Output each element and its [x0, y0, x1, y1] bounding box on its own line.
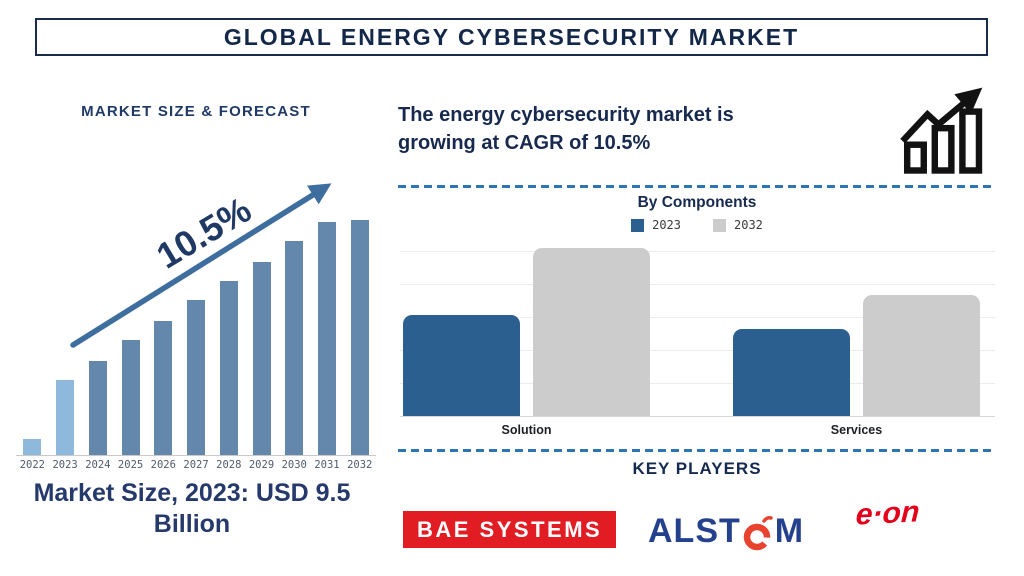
components-category-label-services: Services	[830, 423, 883, 437]
components-category-label-solution: Solution	[501, 423, 552, 437]
forecast-chart: 10.5% 2022 2023 2024 2025 2026 2027 2028 2029 20…	[16, 150, 376, 480]
forecast-bar-2027	[187, 300, 206, 455]
cagr-statement-line1: The energy cybersecurity market is	[398, 104, 734, 126]
components-category-axis: Solution Services	[400, 423, 995, 441]
alstom-logo: ALST M	[648, 510, 804, 552]
components-gridline	[400, 383, 995, 384]
forecast-bar-cell-2027	[180, 300, 213, 455]
forecast-year-label-2025: 2025	[117, 459, 144, 471]
eon-logo: e·on	[855, 495, 921, 532]
forecast-year-label-2032: 2032	[347, 459, 373, 471]
forecast-year-axis: 2022 2023 2024 2025 2026 2027 2028 2029 2030 2031…	[16, 459, 376, 471]
forecast-bar-2026	[154, 321, 173, 455]
page-title: GLOBAL ENERGY CYBERSECURITY MARKET	[223, 23, 800, 50]
components-gridline	[400, 317, 995, 318]
forecast-bar-cell-2032	[343, 220, 376, 455]
forecast-year-label-2029: 2029	[248, 459, 275, 471]
forecast-bar-2022	[23, 439, 42, 455]
forecast-bar-cell-2031	[311, 222, 344, 455]
legend-swatch-2032	[713, 218, 726, 232]
market-size-caption: Market Size, 2023: USD 9.5 Billion	[33, 479, 351, 538]
dashed-divider-top	[398, 185, 996, 188]
alstom-logo-text-pre: ALST	[648, 511, 741, 550]
forecast-year-label-2028: 2028	[216, 459, 242, 471]
components-chart	[400, 248, 995, 417]
forecast-bar-2032	[350, 220, 369, 455]
cagr-statement: The energy cybersecurity market is growi…	[398, 101, 888, 157]
forecast-bars-row	[16, 218, 376, 456]
by-components-title: By Components	[637, 194, 757, 211]
dashed-divider-bottom	[398, 449, 996, 452]
key-players-title: KEY PLAYERS	[632, 459, 762, 478]
components-bar-services-2032	[863, 295, 980, 416]
legend-label-2032: 2032	[734, 218, 763, 232]
forecast-year-label-2024: 2024	[85, 459, 111, 471]
components-legend: 2023 2032	[398, 218, 996, 232]
components-bar-solution-2032	[533, 248, 650, 416]
forecast-bar-cell-2029	[245, 262, 278, 455]
legend-label-2023: 2023	[652, 218, 681, 232]
cagr-statement-line2: growing at CAGR of 10.5%	[398, 132, 651, 154]
forecast-bar-2030	[285, 241, 304, 455]
page-title-box: GLOBAL ENERGY CYBERSECURITY MARKET	[35, 18, 988, 56]
legend-swatch-2023	[631, 218, 645, 232]
forecast-bar-2024	[88, 361, 107, 455]
forecast-bar-cell-2030	[278, 241, 311, 455]
forecast-bar-cell-2026	[147, 321, 180, 455]
growth-chart-icon	[900, 87, 983, 174]
components-gridline	[400, 284, 995, 285]
forecast-bar-2031	[317, 222, 336, 455]
forecast-bar-cell-2022	[16, 439, 49, 455]
trend-arrow-icon	[70, 183, 332, 348]
forecast-bar-cell-2023	[49, 380, 82, 455]
components-bar-services-2023	[733, 329, 850, 416]
forecast-year-label-2031: 2031	[314, 459, 340, 471]
forecast-year-label-2027: 2027	[183, 459, 209, 471]
forecast-year-label-2030: 2030	[281, 459, 307, 471]
components-bar-solution-2023	[403, 315, 520, 416]
forecast-bar-2029	[252, 262, 271, 455]
components-gridline	[400, 251, 995, 252]
forecast-bars-block: 2022 2023 2024 2025 2026 2027 2028 2029 2030 2031…	[16, 218, 376, 471]
components-gridline	[400, 350, 995, 351]
alstom-o-swirl-icon	[743, 516, 773, 551]
bae-systems-logo-text: BAE SYSTEMS	[417, 516, 603, 542]
forecast-bar-2023	[56, 380, 75, 455]
forecast-bar-2028	[219, 281, 238, 455]
legend-item-2032: 2032	[713, 218, 763, 232]
market-size-forecast-heading: MARKET SIZE & FORECAST	[81, 103, 311, 120]
alstom-logo-text-post: M	[774, 511, 805, 550]
forecast-year-label-2023: 2023	[52, 459, 78, 471]
forecast-bar-cell-2024	[81, 361, 114, 455]
components-baseline	[400, 416, 995, 417]
forecast-bar-cell-2025	[114, 340, 147, 455]
forecast-bar-cell-2028	[212, 281, 245, 455]
legend-item-2023: 2023	[631, 218, 681, 232]
forecast-year-label-2026: 2026	[150, 459, 176, 471]
forecast-year-label-2022: 2022	[19, 459, 46, 471]
forecast-bar-2025	[121, 340, 140, 455]
bae-systems-logo: BAE SYSTEMS	[403, 511, 617, 548]
